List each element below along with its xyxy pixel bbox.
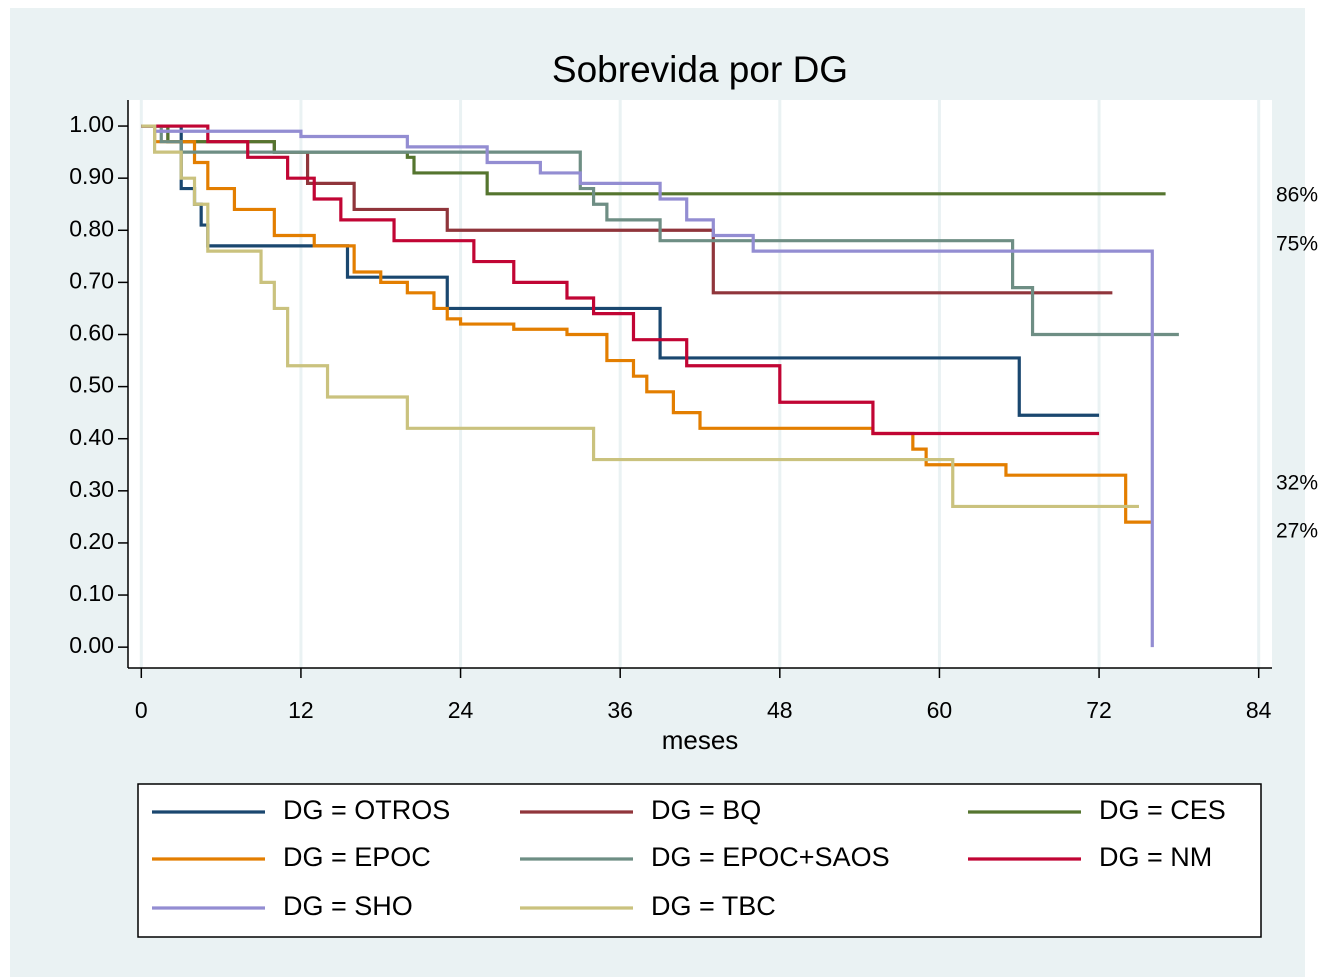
x-tick-label: 0 [135,697,148,723]
x-tick-label: 84 [1246,697,1272,723]
annotation: 75% [1276,233,1318,256]
x-tick-label: 12 [288,697,314,723]
legend-label: DG = CES [1099,795,1226,825]
annotation: 86% [1276,184,1318,207]
y-tick-label: 0.60 [69,320,114,346]
x-tick-label: 72 [1086,697,1112,723]
x-axis-label: meses [662,725,739,755]
survival-line [141,124,1166,196]
legend-label: DG = NM [1099,842,1212,872]
y-tick-label: 0.40 [69,424,114,450]
annotation: 27% [1276,520,1318,543]
legend-label: DG = EPOC [283,842,431,872]
legend-label: DG = BQ [651,795,761,825]
x-tick-label: 60 [927,697,953,723]
y-tick-label: 0.20 [69,528,114,554]
y-tick-label: 0.50 [69,372,114,398]
y-tick-label: 0.30 [69,476,114,502]
x-tick-label: 36 [607,697,633,723]
y-tick-label: 0.70 [69,267,114,293]
legend-label: DG = OTROS [283,795,450,825]
x-tick-label: 24 [448,697,474,723]
y-tick-label: 0.00 [69,632,114,658]
survival-line [141,124,1100,436]
y-tick-label: 0.10 [69,580,114,606]
annotation: 32% [1276,472,1318,495]
y-tick-label: 0.80 [69,215,114,241]
survival-line [141,124,1179,337]
survival-line [141,124,1139,509]
legend-label: DG = EPOC+SAOS [651,842,890,872]
survival-line [141,124,1100,417]
y-tick-label: 0.90 [69,163,114,189]
legend-label: DG = SHO [283,891,413,921]
survival-line [141,124,1154,648]
y-tick-label: 1.00 [69,111,114,137]
x-tick-label: 48 [767,697,793,723]
chart-title: Sobrevida por DG [552,49,848,90]
legend-label: DG = TBC [651,891,776,921]
